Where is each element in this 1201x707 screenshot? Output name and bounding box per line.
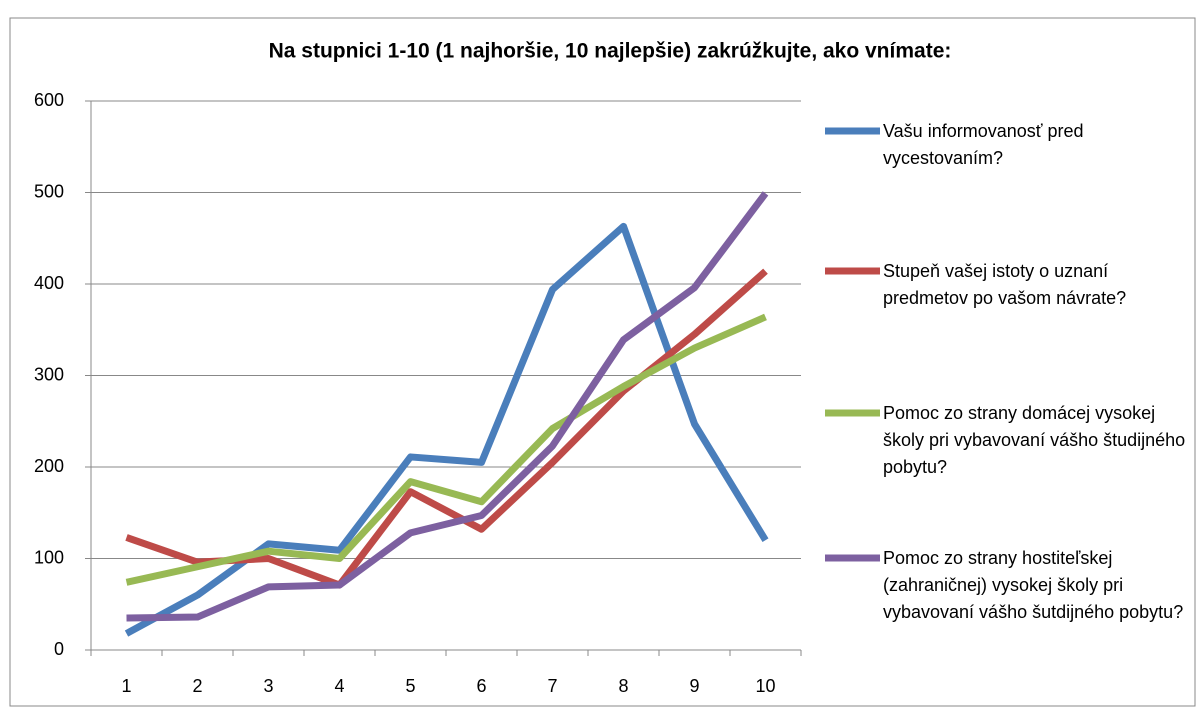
y-tick-label: 100	[34, 547, 64, 567]
x-tick-label: 3	[263, 676, 273, 696]
x-tick-label: 2	[192, 676, 202, 696]
x-tick-label: 10	[755, 676, 775, 696]
legend-label: Pomoc zo strany domácej vysokej školy pr…	[883, 403, 1186, 477]
legend-label: Vašu informovanosť pred vycestovaním?	[883, 121, 1084, 168]
x-tick-label: 5	[405, 676, 415, 696]
series-line	[124, 222, 769, 637]
legend-label: Stupeň vašej istoty o uznaní predmetov p…	[883, 261, 1127, 308]
y-tick-label: 300	[34, 364, 64, 384]
series-line	[125, 313, 767, 586]
x-tick-label: 8	[618, 676, 628, 696]
x-tick-label: 6	[476, 676, 486, 696]
legend-label: Pomoc zo strany hostiteľskej (zahranične…	[883, 548, 1184, 622]
x-tick-label: 9	[689, 676, 699, 696]
chart-title: Na stupnici 1-10 (1 najhoršie, 10 najlep…	[269, 40, 952, 63]
x-tick-label: 1	[121, 676, 131, 696]
y-tick-label: 200	[34, 456, 64, 476]
y-tick-label: 0	[54, 639, 64, 659]
x-tick-label: 7	[547, 676, 557, 696]
y-tick-label: 500	[34, 181, 64, 201]
series-line	[126, 191, 769, 622]
y-tick-label: 600	[34, 90, 64, 110]
x-tick-label: 4	[334, 676, 344, 696]
y-tick-label: 400	[34, 273, 64, 293]
